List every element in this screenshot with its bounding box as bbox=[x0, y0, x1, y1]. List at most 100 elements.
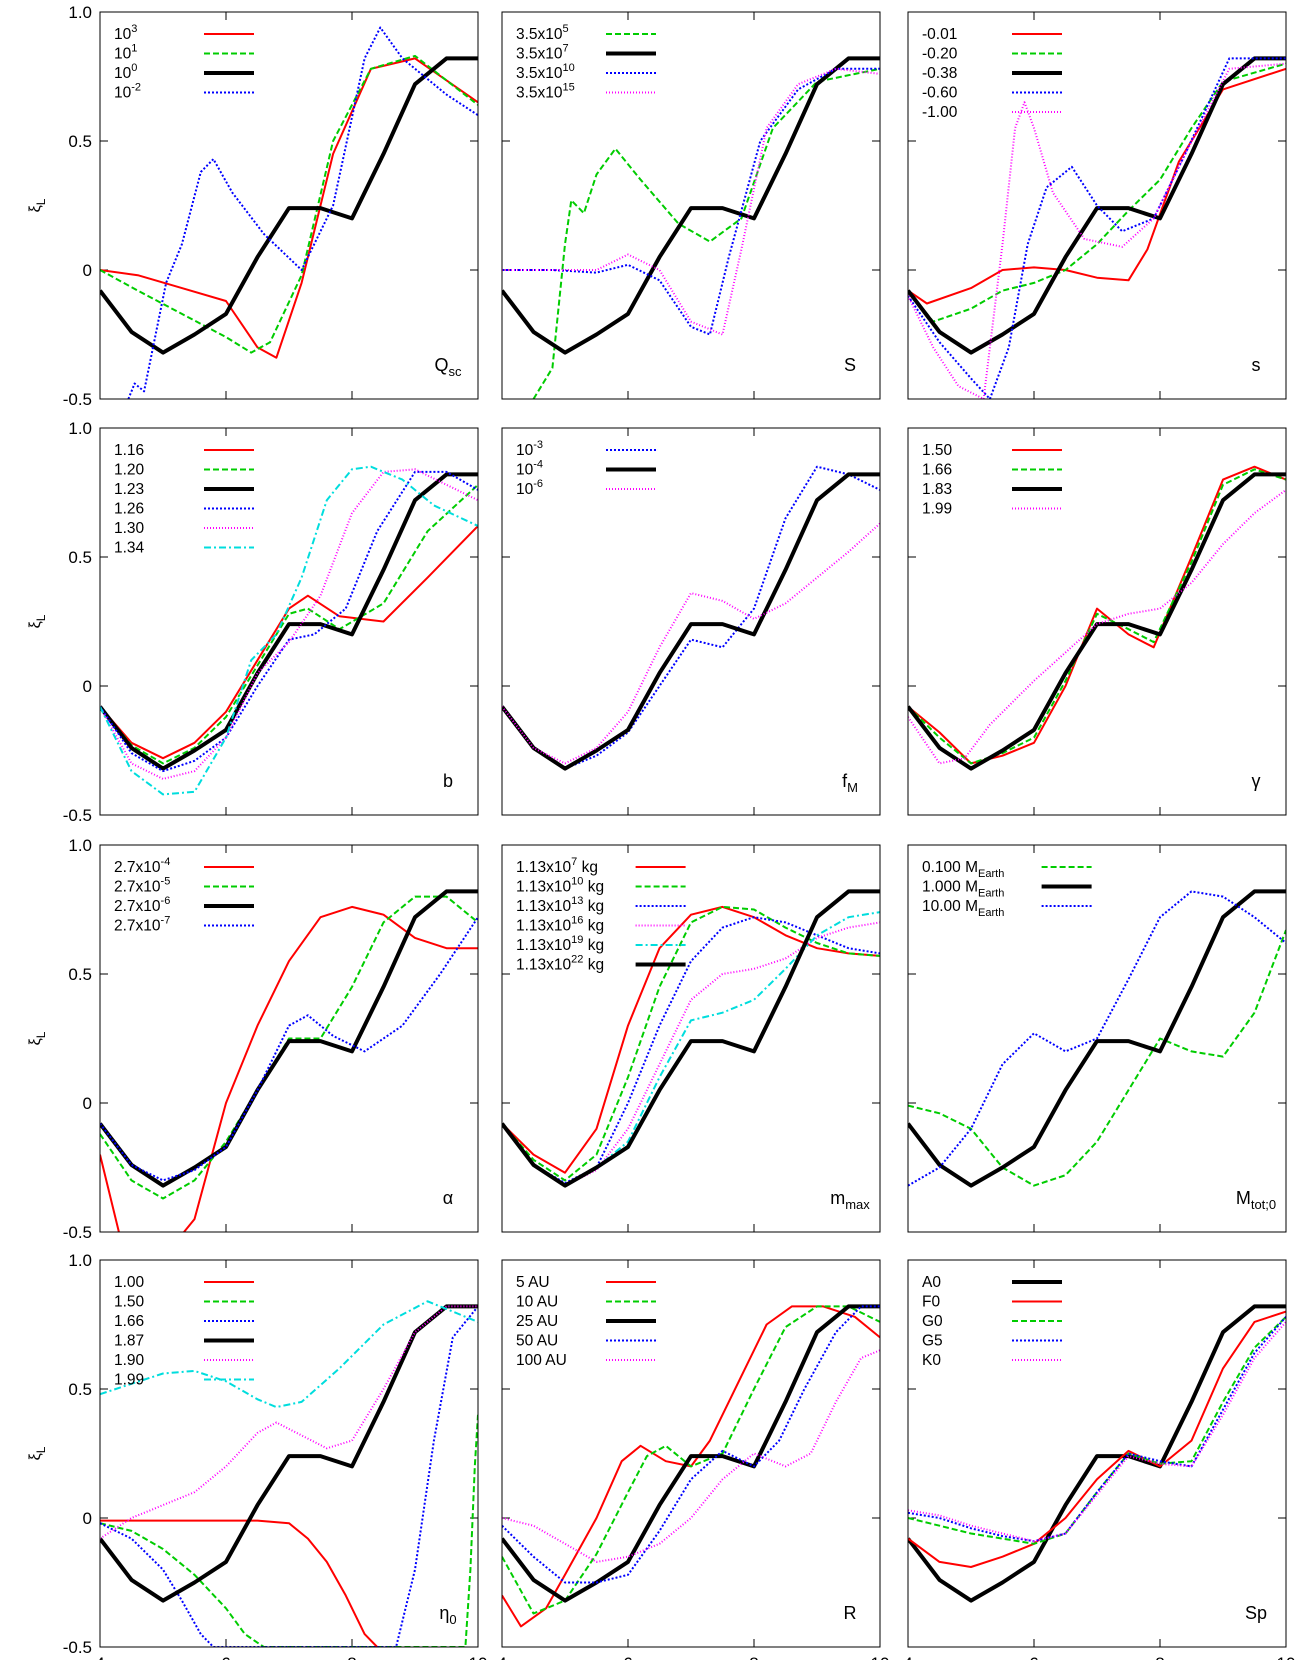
panel-parameter-label: γ bbox=[1252, 771, 1261, 791]
series-line-1 bbox=[908, 67, 1286, 305]
x-tick-label: 6 bbox=[1029, 1654, 1038, 1660]
series-line-2 bbox=[100, 1414, 478, 1647]
x-tick-label: 10 bbox=[469, 1654, 488, 1660]
legend-entry-label: 1.13x107 kg bbox=[516, 856, 598, 876]
panel-parameter-label: η0 bbox=[439, 1603, 456, 1627]
x-tick-label: 8 bbox=[1155, 1654, 1164, 1660]
y-tick-label: -0.5 bbox=[63, 1638, 92, 1657]
series-line-3 bbox=[100, 472, 478, 771]
series-line-2 bbox=[908, 62, 1286, 323]
legend-entry-label: 1.99 bbox=[922, 501, 952, 518]
series-line-2 bbox=[100, 895, 478, 1200]
series-line-5 bbox=[100, 1305, 478, 1540]
plot-frame bbox=[99, 1259, 479, 1648]
panel-parameter-label: Qsc bbox=[434, 355, 462, 379]
plot-frame bbox=[501, 427, 881, 816]
y-tick-label: 1.0 bbox=[68, 3, 92, 22]
legend-entry-label: G5 bbox=[922, 1333, 943, 1350]
legend-entry-label: A0 bbox=[922, 1274, 941, 1291]
legend-entry-label: 1.23 bbox=[114, 481, 144, 498]
legend-entry-label: 10-6 bbox=[516, 478, 543, 498]
legend-entry-label: 1.13x1022 kg bbox=[516, 954, 604, 974]
legend-entry-label: 1.00 bbox=[114, 1274, 145, 1291]
series-line-4 bbox=[100, 1304, 478, 1603]
series-line-1 bbox=[908, 929, 1286, 1187]
series-line-3 bbox=[100, 56, 478, 355]
legend-entry-label: 25 AU bbox=[516, 1313, 558, 1330]
x-tick-label: 10 bbox=[1277, 1654, 1296, 1660]
legend-entry-label: 10-2 bbox=[114, 82, 141, 102]
series-line-3 bbox=[908, 56, 1286, 355]
legend-entry-label: -0.60 bbox=[922, 85, 958, 102]
series-line-4 bbox=[502, 1305, 880, 1584]
legend-entry-label: K0 bbox=[922, 1352, 941, 1369]
legend-entry-label: 3.5x1010 bbox=[516, 62, 575, 82]
panel-3: -0.01 -0.20 -0.38 -0.60 -1.00 s bbox=[907, 11, 1287, 400]
series-line-4 bbox=[908, 489, 1286, 765]
y-tick-label: 1.0 bbox=[68, 836, 92, 855]
plot-frame bbox=[99, 427, 479, 816]
series-line-2 bbox=[100, 484, 478, 765]
panel-parameter-label: b bbox=[443, 771, 453, 791]
series-line-1 bbox=[502, 1305, 880, 1628]
legend-entry-label: 10-3 bbox=[516, 439, 543, 459]
y-tick-label: 0.5 bbox=[68, 1380, 92, 1399]
series-line-4 bbox=[502, 67, 880, 336]
y-tick-label: 0 bbox=[83, 1509, 92, 1528]
legend-entry-label: 1.16 bbox=[114, 442, 144, 459]
series-line-5 bbox=[908, 62, 1286, 399]
x-tick-label: 8 bbox=[347, 1654, 356, 1660]
series-line-1 bbox=[100, 1519, 378, 1647]
x-tick-label: 4 bbox=[95, 1654, 104, 1660]
series-line-2 bbox=[502, 1305, 880, 1615]
panel-7: -0.5 0 0.5 1.0 2.7x10-42.7x10-52.7x10-62.7x1… bbox=[27, 836, 479, 1242]
panel-10: 4 6 8 10 -0.5 0 0.5 1.0 1.00 1.50 1.66 1.87 1.90 1.99… bbox=[27, 1251, 487, 1660]
series-line-3 bbox=[502, 916, 880, 1184]
series-line-1 bbox=[908, 1304, 1286, 1603]
series-line-5 bbox=[502, 911, 880, 1187]
panel-parameter-label: R bbox=[844, 1603, 857, 1623]
series-line-2 bbox=[502, 56, 880, 355]
series-line-6 bbox=[502, 889, 880, 1188]
y-tick-label: 0.5 bbox=[68, 132, 92, 151]
y-axis-label: ξL bbox=[27, 1031, 48, 1045]
legend-entry-label: 2.7x10-4 bbox=[114, 856, 170, 876]
legend-entry-label: 1.30 bbox=[114, 520, 145, 537]
legend-entry-label: -0.01 bbox=[922, 26, 957, 43]
series-line-3 bbox=[908, 472, 1286, 771]
legend-entry-label: 2.7x10-7 bbox=[114, 915, 170, 935]
plot-frame bbox=[907, 1259, 1287, 1648]
series-line-6 bbox=[100, 1300, 478, 1409]
y-axis-label: ξL bbox=[27, 198, 48, 212]
panel-6: 1.50 1.66 1.83 1.99 γ bbox=[907, 427, 1287, 816]
series-line-2 bbox=[502, 472, 880, 771]
y-tick-label: 0 bbox=[83, 1094, 92, 1113]
legend-entry-label: 1.66 bbox=[114, 1313, 144, 1330]
legend-entry-label: 100 bbox=[114, 62, 137, 82]
legend-entry-label: 3.5x1015 bbox=[516, 82, 575, 102]
legend-entry-label: 1.50 bbox=[922, 442, 953, 459]
series-line-3 bbox=[100, 1305, 478, 1647]
legend-entry-label: 1.34 bbox=[114, 540, 145, 557]
legend-entry-label: 1.90 bbox=[114, 1352, 145, 1369]
legend-entry-label: 50 AU bbox=[516, 1333, 558, 1350]
legend-entry-label: 1.20 bbox=[114, 462, 145, 479]
legend-entry-label: 1.83 bbox=[922, 481, 952, 498]
y-axis-label: ξL bbox=[27, 614, 48, 628]
series-line-6 bbox=[100, 465, 478, 796]
y-tick-label: 1.0 bbox=[68, 419, 92, 438]
plot-frame bbox=[907, 427, 1287, 816]
series-line-3 bbox=[908, 890, 1286, 1187]
panel-5: 10-310-410-6 fM bbox=[501, 427, 881, 816]
panel-12: 46810A0F0G0G5K0Splog10(t) (yr) bbox=[903, 1259, 1296, 1660]
y-tick-label: -0.5 bbox=[63, 806, 92, 825]
legend-entry-label: 1.26 bbox=[114, 501, 144, 518]
y-tick-label: 0.5 bbox=[68, 548, 92, 567]
legend-entry-label: 10.00 MEarth bbox=[922, 898, 1004, 919]
y-tick-label: 0 bbox=[83, 677, 92, 696]
x-tick-label: 8 bbox=[749, 1654, 758, 1660]
